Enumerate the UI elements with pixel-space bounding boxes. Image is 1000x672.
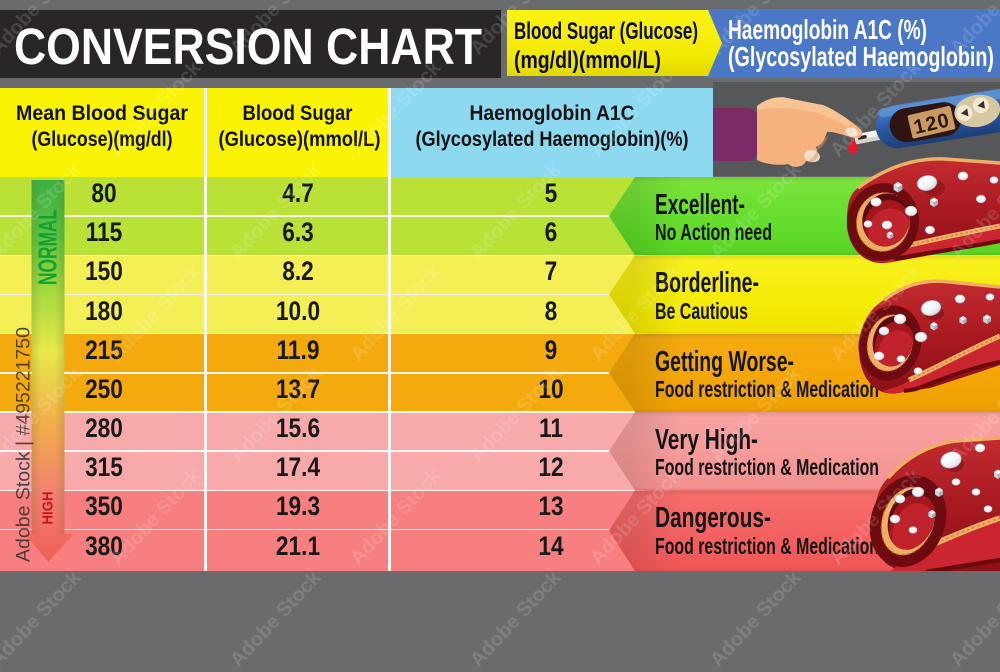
- svg-text:NORMAL: NORMAL: [33, 209, 63, 285]
- svg-text:HIGH: HIGH: [40, 492, 57, 525]
